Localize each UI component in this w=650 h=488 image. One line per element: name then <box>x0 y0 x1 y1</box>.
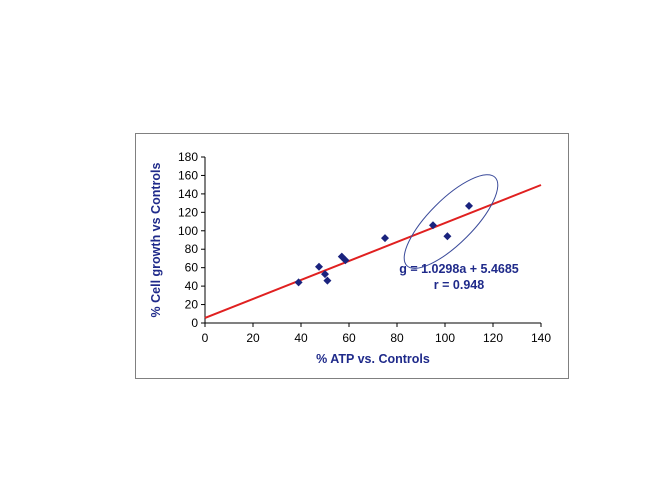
highlight-ellipse <box>403 174 499 269</box>
y-tick-label: 140 <box>178 187 198 201</box>
y-tick-label: 0 <box>191 316 198 330</box>
data-point <box>341 256 350 265</box>
y-axis-title: % Cell growth vs Controls <box>149 163 163 318</box>
trendline <box>204 184 542 319</box>
y-tick-label: 100 <box>178 224 198 238</box>
y-tick-label: 160 <box>178 168 198 182</box>
data-point <box>315 262 323 271</box>
x-axis-title: % ATP vs. Controls <box>316 352 430 366</box>
y-tick-label: 80 <box>185 242 199 256</box>
axes <box>201 156 542 327</box>
regression-equation: g = 1.0298a + 5.4685 <box>399 262 519 276</box>
data-point <box>323 276 332 285</box>
chart-frame <box>135 133 569 379</box>
tick-labels: 0 20 40 60 80 100 120 140 0 20 40 60 80 100 120 140 160 1… <box>178 150 551 345</box>
x-tick-label: 60 <box>342 331 356 345</box>
x-tick-label: 80 <box>390 331 404 345</box>
x-tick-label: 140 <box>531 331 551 345</box>
trendline-layer <box>204 184 542 319</box>
x-tick-label: 20 <box>246 331 260 345</box>
y-tick-label: 60 <box>185 261 199 275</box>
x-tick-label: 100 <box>435 331 455 345</box>
data-point <box>321 270 329 279</box>
y-tick-label: 20 <box>185 298 199 312</box>
data-point <box>465 201 473 210</box>
x-tick-label: 40 <box>294 331 308 345</box>
correlation-coefficient: r = 0.948 <box>434 278 484 292</box>
y-tick-label: 120 <box>178 205 198 219</box>
highlight-ellipse-layer <box>403 174 499 269</box>
y-tick-label: 180 <box>178 150 198 164</box>
x-tick-label: 0 <box>202 331 209 345</box>
data-point <box>429 221 437 230</box>
data-points <box>294 201 473 287</box>
y-tick-label: 40 <box>185 279 199 293</box>
x-tick-label: 120 <box>483 331 503 345</box>
data-point <box>381 234 389 243</box>
data-point <box>443 232 452 241</box>
data-point <box>294 278 303 287</box>
